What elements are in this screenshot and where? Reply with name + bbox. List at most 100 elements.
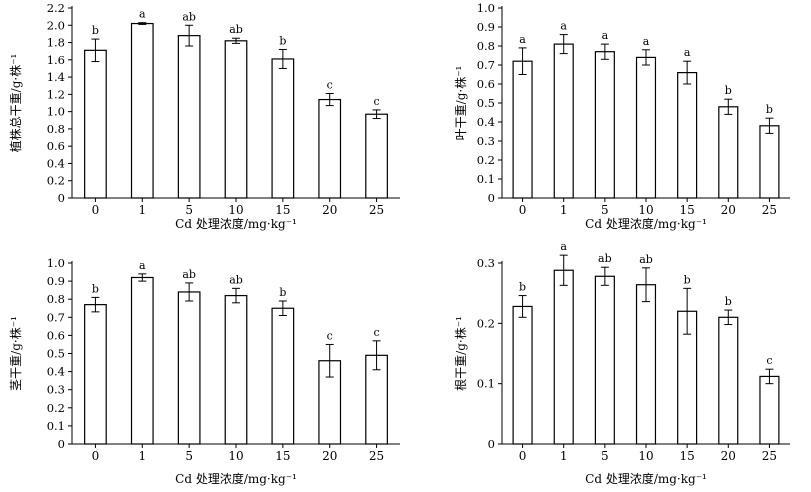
y-tick-label: 1.0 bbox=[47, 256, 65, 270]
x-tick-label: 20 bbox=[322, 449, 337, 463]
x-tick-label: 15 bbox=[680, 203, 695, 217]
y-tick-label: 0.6 bbox=[477, 77, 495, 91]
y-tick-label: 0.2 bbox=[477, 316, 495, 330]
bar bbox=[130, 22, 154, 199]
significance-label: a bbox=[602, 29, 609, 42]
bar bbox=[594, 275, 615, 445]
panel-stem-dry-weight: 0 0.1 0.2 0.3 0.4 0.5 0.6 0.7 0.8 0.9 1.0 b 0 a 1 ab 5 ab… bbox=[8, 256, 400, 486]
y-tick-label: 0 bbox=[58, 437, 65, 451]
y-tick-label: 0.4 bbox=[47, 156, 65, 170]
y-tick-label: 1.0 bbox=[47, 105, 65, 119]
y-axis-label: 根干重/g·株⁻¹ bbox=[453, 316, 468, 391]
y-tick-label: 0.6 bbox=[47, 139, 65, 153]
significance-label: b bbox=[725, 295, 732, 308]
y-tick-label: 0.1 bbox=[477, 377, 495, 391]
bar bbox=[84, 49, 107, 199]
x-tick-label: 15 bbox=[275, 203, 290, 217]
y-tick-label: 0.2 bbox=[47, 401, 65, 415]
x-tick-label: 1 bbox=[560, 203, 568, 217]
significance-label: ab bbox=[182, 268, 196, 281]
y-tick-label: 1.6 bbox=[47, 53, 65, 67]
significance-label: a bbox=[560, 240, 567, 253]
significance-label: a bbox=[139, 8, 146, 21]
y-tick-label: 0.5 bbox=[47, 347, 65, 361]
y-tick-label: 0.5 bbox=[477, 96, 495, 110]
y-tick-label: 0.4 bbox=[477, 115, 495, 129]
significance-label: a bbox=[519, 33, 526, 46]
y-tick-label: 0.3 bbox=[477, 134, 495, 148]
significance-label: ab bbox=[182, 10, 196, 23]
bar bbox=[635, 56, 657, 199]
y-tick-label: 1.4 bbox=[47, 70, 65, 84]
x-tick-label: 20 bbox=[322, 203, 337, 217]
x-tick-label: 10 bbox=[638, 203, 653, 217]
bar bbox=[553, 43, 574, 199]
bar bbox=[759, 375, 780, 445]
x-tick-label: 5 bbox=[185, 449, 193, 463]
significance-label: c bbox=[327, 329, 333, 342]
y-tick-label: 1.2 bbox=[47, 87, 65, 101]
y-tick-label: 0.6 bbox=[47, 328, 65, 342]
bar bbox=[512, 60, 533, 199]
y-tick-label: 0.8 bbox=[47, 122, 65, 136]
bar bbox=[271, 58, 295, 199]
bar bbox=[177, 35, 201, 199]
y-tick-label: 0.1 bbox=[477, 172, 495, 186]
significance-label: b bbox=[766, 103, 773, 116]
x-tick-label: 10 bbox=[228, 449, 243, 463]
significance-label: ab bbox=[229, 23, 243, 36]
x-tick-label: 10 bbox=[638, 449, 653, 463]
x-axis-label: Cd 处理浓度/mg·kg⁻¹ bbox=[585, 471, 707, 486]
significance-label: a bbox=[139, 259, 146, 272]
y-tick-label: 0.2 bbox=[477, 153, 495, 167]
y-tick-label: 0.3 bbox=[47, 383, 65, 397]
bar bbox=[594, 51, 615, 199]
panel-total-dry-weight: 0 0.2 0.4 0.6 0.8 1.0 1.2 1.4 1.6 1.8 2.0 2.2 b 0 a 1 ab… bbox=[8, 1, 400, 231]
bar bbox=[677, 71, 698, 199]
y-tick-label: 0.8 bbox=[47, 292, 65, 306]
y-tick-label: 0.9 bbox=[47, 274, 65, 288]
x-tick-label: 20 bbox=[721, 449, 736, 463]
x-axis-label: Cd 处理浓度/mg·kg⁻¹ bbox=[175, 471, 297, 486]
x-tick-label: 1 bbox=[560, 449, 568, 463]
significance-label: c bbox=[373, 95, 379, 108]
significance-label: c bbox=[766, 354, 772, 367]
significance-label: c bbox=[327, 79, 333, 92]
x-tick-label: 5 bbox=[601, 449, 609, 463]
significance-label: a bbox=[560, 20, 567, 33]
x-tick-label: 15 bbox=[680, 449, 695, 463]
x-tick-label: 20 bbox=[721, 203, 736, 217]
y-tick-label: 0.1 bbox=[47, 419, 65, 433]
bar bbox=[130, 276, 154, 445]
y-tick-label: 1.0 bbox=[477, 1, 495, 15]
panel-leaf-dry-weight: 0 0.1 0.2 0.3 0.4 0.5 0.6 0.7 0.8 0.9 1.0 a 0 a 1 a 5 a 10… bbox=[453, 1, 790, 231]
y-axis-label: 茎干重/g·株⁻¹ bbox=[8, 316, 23, 391]
bar bbox=[365, 113, 388, 199]
significance-label: a bbox=[643, 35, 650, 48]
x-axis-label: Cd 处理浓度/mg·kg⁻¹ bbox=[175, 216, 297, 231]
x-tick-label: 10 bbox=[228, 203, 243, 217]
significance-label: b bbox=[519, 281, 526, 294]
x-tick-label: 1 bbox=[138, 203, 146, 217]
significance-label: ab bbox=[598, 252, 612, 265]
y-tick-label: 0 bbox=[488, 437, 495, 451]
y-tick-label: 0.7 bbox=[477, 58, 495, 72]
y-tick-label: 0.9 bbox=[477, 20, 495, 34]
significance-label: c bbox=[373, 326, 379, 339]
y-tick-label: 0.7 bbox=[47, 310, 65, 324]
y-tick-label: 0.4 bbox=[47, 365, 65, 379]
x-tick-label: 25 bbox=[369, 449, 384, 463]
x-axis-label: Cd 处理浓度/mg·kg⁻¹ bbox=[585, 216, 707, 231]
significance-label: b bbox=[92, 24, 99, 37]
x-tick-label: 25 bbox=[762, 449, 777, 463]
significance-label: a bbox=[684, 46, 691, 59]
x-tick-label: 5 bbox=[601, 203, 609, 217]
significance-label: b bbox=[684, 273, 691, 286]
x-tick-label: 0 bbox=[92, 203, 100, 217]
x-tick-label: 5 bbox=[185, 203, 193, 217]
x-tick-label: 25 bbox=[762, 203, 777, 217]
y-tick-label: 0 bbox=[58, 191, 65, 205]
significance-label: b bbox=[92, 282, 99, 295]
bar bbox=[512, 305, 533, 445]
